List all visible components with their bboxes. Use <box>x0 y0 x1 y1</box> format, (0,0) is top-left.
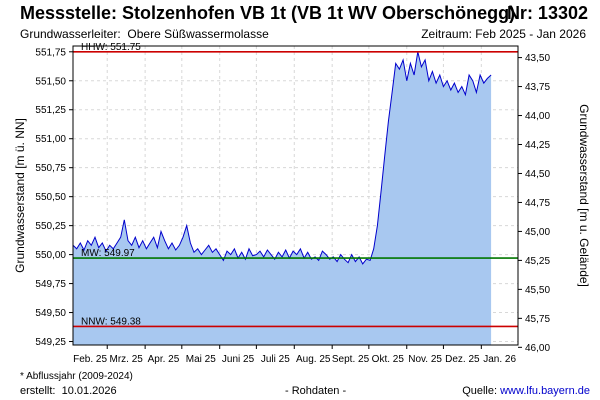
x-tick-label: Sept. 25 <box>332 354 370 365</box>
x-tick-label: Nov. 25 <box>408 354 442 365</box>
y-tick-label-right: 45,50 <box>525 285 550 296</box>
rohdaten-label: - Rohdaten - <box>285 385 347 397</box>
x-tick-label: Mai 25 <box>186 354 216 365</box>
y-tick-label: 550,25 <box>35 221 66 232</box>
created-label: erstellt: <box>20 385 56 397</box>
y-tick-label-right: 43,50 <box>525 53 550 64</box>
y-tick-label: 550,00 <box>35 250 66 261</box>
created-date: 10.01.2026 <box>61 385 117 397</box>
aquifer-value: Obere Süßwassermolasse <box>127 27 269 41</box>
y-tick-label-right: 44,75 <box>525 198 550 209</box>
period-info: Zeitraum: Feb 2025 - Jan 2026 <box>421 27 586 41</box>
station-number: Nr: 13302 <box>506 3 588 23</box>
reference-line-label: HHW: 551.75 <box>81 42 141 53</box>
y-axis-left: 551,75 551,50 551,25 551,00 550,75 550,50 550,… <box>35 47 73 348</box>
y-tick-label-right: 44,50 <box>525 169 550 180</box>
source-link[interactable]: www.lfu.bayern.de <box>500 385 590 397</box>
y-tick-label-right: 45,25 <box>525 256 550 267</box>
y-tick-label-right: 45,75 <box>525 314 550 325</box>
y-tick-label: 549,75 <box>35 279 66 290</box>
x-tick-label: Mrz. 25 <box>110 354 144 365</box>
groundwater-line <box>72 51 492 265</box>
reference-lines: HHW: 551.75 MW: 549.97 NNW: 549.38 <box>73 42 518 327</box>
y-tick-label: 551,50 <box>35 76 66 87</box>
x-tick-label: Okt. 25 <box>372 354 405 365</box>
page-title: Messstelle: Stolzenhofen VB 1t (VB 1t WV… <box>20 3 516 23</box>
y-tick-label: 551,25 <box>35 105 66 116</box>
x-tick-label: Feb. 25 <box>73 354 107 365</box>
aquifer-label: Grundwasserleiter: <box>20 27 121 41</box>
x-tick-label: Aug. 25 <box>296 354 331 365</box>
footnote: * Abflussjahr (2009-2024) <box>20 371 133 382</box>
groundwater-area <box>73 51 492 346</box>
x-tick-label: Apr. 25 <box>148 354 180 365</box>
y-tick-label: 551,00 <box>35 134 66 145</box>
y-tick-label-right: 46,00 <box>525 343 550 354</box>
y-tick-label: 549,25 <box>35 337 66 348</box>
reference-line-label: NNW: 549.38 <box>81 316 141 327</box>
x-axis: Feb. 25 Mrz. 25 Apr. 25 Mai 25 Juni 25 Juli 2… <box>73 345 516 365</box>
y-tick-label-right: 43,75 <box>525 82 550 93</box>
x-tick-label: Jan. 26 <box>483 354 516 365</box>
y-tick-label: 550,50 <box>35 192 66 203</box>
y-tick-label-right: 44,00 <box>525 111 550 122</box>
aquifer-info: Grundwasserleiter: Obere Süßwassermolass… <box>20 27 269 41</box>
x-tick-label: Juni 25 <box>222 354 255 365</box>
reference-line-label: MW: 549.97 <box>81 248 135 259</box>
plot-frame <box>72 45 519 346</box>
created-info: erstellt: 10.01.2026 <box>20 385 117 397</box>
period-label: Zeitraum: <box>421 27 472 41</box>
x-tick-label: Dez. 25 <box>445 354 480 365</box>
y-tick-label-right: 45,00 <box>525 227 550 238</box>
y-tick-label: 549,50 <box>35 308 66 319</box>
source-info: Quelle: www.lfu.bayern.de <box>462 385 590 397</box>
y-axis-right: 43,50 43,75 44,00 44,25 44,50 44,75 45,00 45,25… <box>518 53 550 354</box>
source-label: Quelle: <box>462 385 498 397</box>
y-axis-label-right: Grundwasserstand [m u. Gelände] <box>577 104 591 287</box>
y-tick-label: 551,75 <box>35 47 66 58</box>
x-tick-label: Juli 25 <box>261 354 290 365</box>
y-axis-label: Grundwasserstand [m ü. NN] <box>13 118 27 273</box>
period-value: Feb 2025 - Jan 2026 <box>475 27 586 41</box>
y-tick-label-right: 44,25 <box>525 140 550 151</box>
y-tick-label: 550,75 <box>35 163 66 174</box>
